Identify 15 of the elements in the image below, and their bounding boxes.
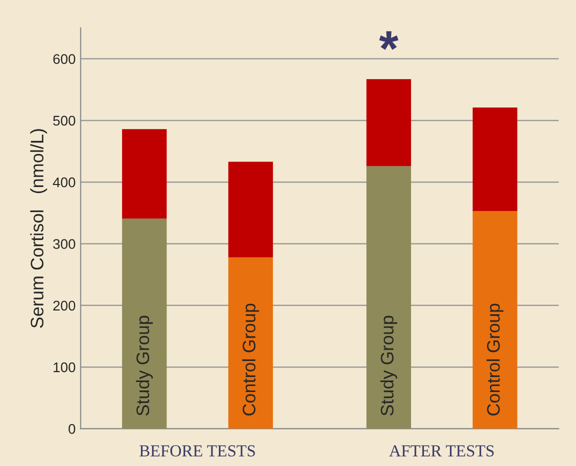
x-tick-label: Control Group [242, 304, 260, 416]
y-tick-label: 200 [53, 300, 76, 311]
y-tick-label: 300 [53, 239, 76, 249]
y-tick-label: 400 [52, 177, 76, 188]
y-tick-label: 600 [53, 54, 76, 64]
x-tick-label: Study Group [136, 316, 153, 416]
y-tick-label: 500 [53, 116, 76, 126]
x-tick-label: Study Group [380, 316, 398, 416]
text: AFTER TESTS [389, 445, 494, 456]
annotation: * [379, 31, 398, 50]
text: BEFORE TESTS [140, 445, 255, 456]
y-tick-label: 100 [54, 362, 76, 372]
y-tick-label: 0 [68, 424, 76, 434]
y-axis-title: Serum Cortisol (nmol/L) [30, 129, 48, 328]
x-tick-label: Control Group [486, 304, 504, 416]
